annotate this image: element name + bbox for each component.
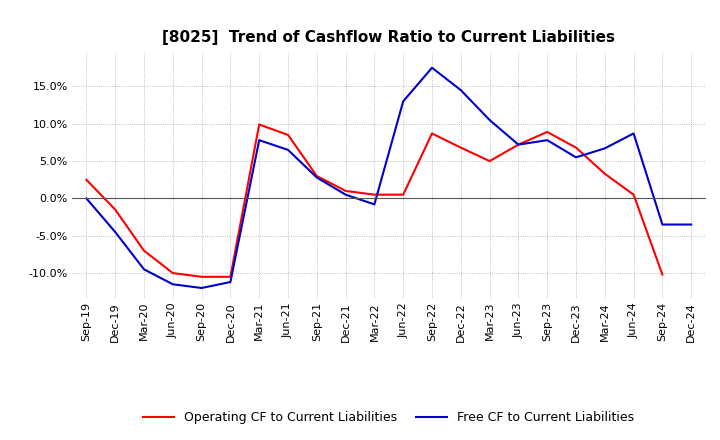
Operating CF to Current Liabilities xyxy=(428,131,436,136)
Free CF to Current Liabilities xyxy=(197,286,206,291)
Operating CF to Current Liabilities xyxy=(370,192,379,197)
Line: Free CF to Current Liabilities: Free CF to Current Liabilities xyxy=(86,68,691,288)
Operating CF to Current Liabilities xyxy=(629,192,638,197)
Free CF to Current Liabilities xyxy=(485,117,494,123)
Free CF to Current Liabilities xyxy=(284,147,292,153)
Free CF to Current Liabilities xyxy=(341,192,350,197)
Free CF to Current Liabilities xyxy=(658,222,667,227)
Free CF to Current Liabilities xyxy=(226,279,235,285)
Operating CF to Current Liabilities xyxy=(226,274,235,279)
Free CF to Current Liabilities xyxy=(255,138,264,143)
Operating CF to Current Liabilities xyxy=(485,158,494,164)
Free CF to Current Liabilities xyxy=(428,65,436,70)
Line: Operating CF to Current Liabilities: Operating CF to Current Liabilities xyxy=(86,125,662,277)
Operating CF to Current Liabilities xyxy=(197,274,206,279)
Free CF to Current Liabilities xyxy=(514,142,523,147)
Operating CF to Current Liabilities xyxy=(399,192,408,197)
Operating CF to Current Liabilities xyxy=(600,171,609,176)
Operating CF to Current Liabilities xyxy=(658,272,667,277)
Free CF to Current Liabilities xyxy=(600,146,609,151)
Operating CF to Current Liabilities xyxy=(168,271,177,276)
Operating CF to Current Liabilities xyxy=(82,177,91,182)
Free CF to Current Liabilities xyxy=(312,175,321,180)
Free CF to Current Liabilities xyxy=(140,267,148,272)
Free CF to Current Liabilities xyxy=(82,196,91,201)
Free CF to Current Liabilities xyxy=(399,99,408,104)
Operating CF to Current Liabilities xyxy=(312,173,321,179)
Free CF to Current Liabilities xyxy=(111,229,120,235)
Operating CF to Current Liabilities xyxy=(140,248,148,253)
Operating CF to Current Liabilities xyxy=(543,129,552,135)
Free CF to Current Liabilities xyxy=(572,155,580,160)
Operating CF to Current Liabilities xyxy=(456,145,465,150)
Operating CF to Current Liabilities xyxy=(514,142,523,147)
Free CF to Current Liabilities xyxy=(456,88,465,93)
Free CF to Current Liabilities xyxy=(370,202,379,207)
Free CF to Current Liabilities xyxy=(687,222,696,227)
Operating CF to Current Liabilities xyxy=(341,188,350,194)
Operating CF to Current Liabilities xyxy=(284,132,292,138)
Legend: Operating CF to Current Liabilities, Free CF to Current Liabilities: Operating CF to Current Liabilities, Fre… xyxy=(138,407,639,429)
Free CF to Current Liabilities xyxy=(629,131,638,136)
Operating CF to Current Liabilities xyxy=(111,207,120,212)
Title: [8025]  Trend of Cashflow Ratio to Current Liabilities: [8025] Trend of Cashflow Ratio to Curren… xyxy=(162,29,616,45)
Operating CF to Current Liabilities xyxy=(255,122,264,127)
Free CF to Current Liabilities xyxy=(543,138,552,143)
Operating CF to Current Liabilities xyxy=(572,145,580,150)
Free CF to Current Liabilities xyxy=(168,282,177,287)
